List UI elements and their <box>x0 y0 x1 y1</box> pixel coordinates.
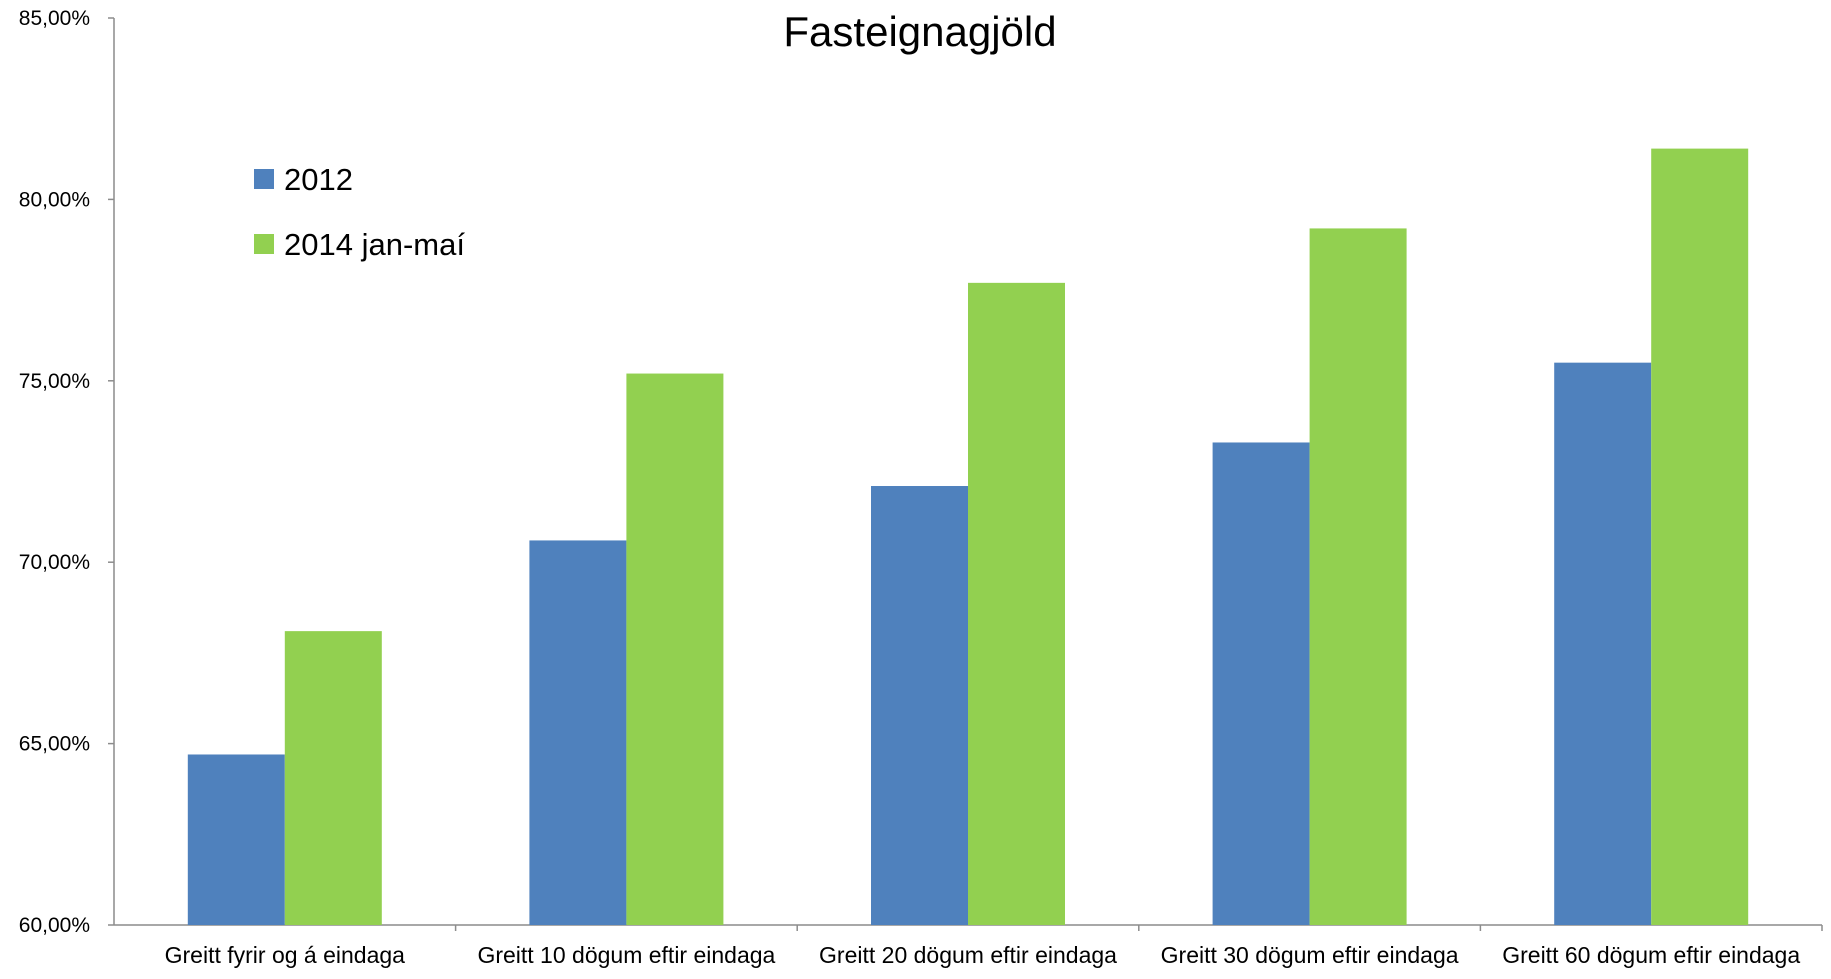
bar <box>626 373 724 925</box>
y-tick-label: 70,00% <box>19 551 90 574</box>
x-tick-label: Greitt 20 dögum eftir eindaga <box>819 942 1117 968</box>
bar <box>1309 228 1407 925</box>
bar <box>1651 148 1749 925</box>
bars <box>187 148 1749 925</box>
legend-swatch <box>254 169 274 189</box>
x-tick-label: Greitt 10 dögum eftir eindaga <box>477 942 775 968</box>
x-tick-label: Greitt 60 dögum eftir eindaga <box>1502 942 1800 968</box>
legend-label: 2012 <box>284 162 353 197</box>
y-tick-label: 85,00% <box>19 7 90 30</box>
bar <box>1554 362 1652 925</box>
bar <box>871 486 968 925</box>
y-tick-label: 75,00% <box>19 370 90 393</box>
y-tick-label: 80,00% <box>19 188 90 211</box>
legend-label: 2014 jan-maí <box>284 227 465 262</box>
bar <box>968 282 1065 925</box>
bar <box>529 540 627 925</box>
y-tick-label: 65,00% <box>19 733 90 756</box>
bar <box>187 754 285 925</box>
legend: 2012 2014 jan-maí <box>254 162 465 262</box>
chart-title: Fasteignagjöld <box>783 8 1056 55</box>
x-tick-label: Greitt 30 dögum eftir eindaga <box>1161 942 1459 968</box>
legend-swatch <box>254 234 274 254</box>
x-tick-label: Greitt fyrir og á eindaga <box>165 942 406 968</box>
y-tick-label: 60,00% <box>19 914 90 937</box>
axes: 60,00% 65,00% 70,00% 75,00% 80,00% 85,00% Grei… <box>19 7 1823 968</box>
bar <box>1212 442 1310 925</box>
bar <box>284 631 382 925</box>
